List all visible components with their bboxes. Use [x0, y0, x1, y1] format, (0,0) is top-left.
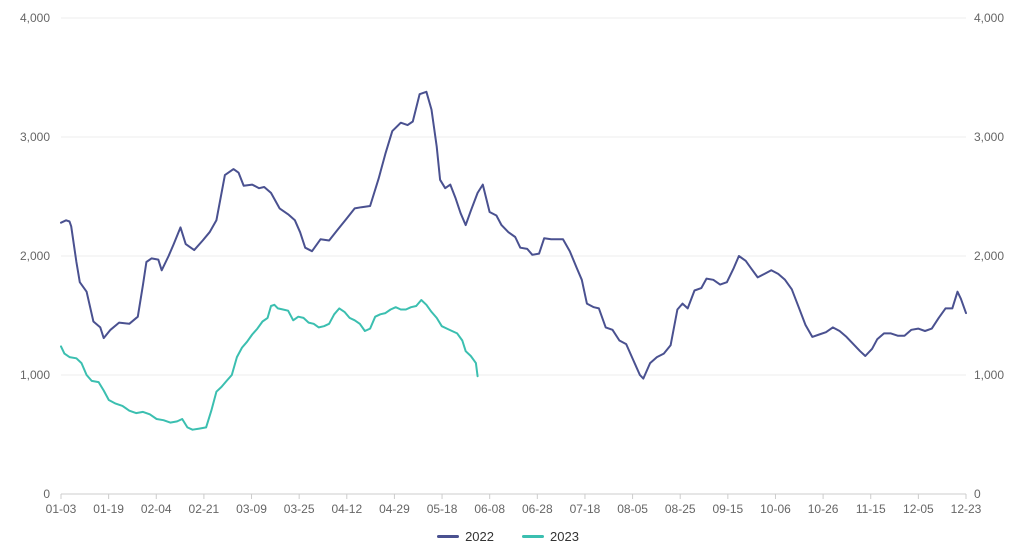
- x-axis: 01-03 01-19 02-04 02-21 03-09 03-25 04-12 04-29…: [46, 494, 982, 516]
- x-tick-label: 05-18: [427, 502, 458, 516]
- legend: 2022 2023: [0, 527, 1016, 545]
- y-axis-left: 0 1,000 2,000 3,000 4,000: [20, 11, 50, 501]
- y-tick-label-right: 1,000: [974, 368, 1004, 382]
- legend-item-2023[interactable]: 2023: [522, 529, 579, 544]
- x-tick-label: 10-06: [760, 502, 791, 516]
- x-tick-label: 07-18: [570, 502, 601, 516]
- x-tick-label: 02-21: [189, 502, 220, 516]
- series-line-2023[interactable]: [60, 299, 479, 431]
- x-tick-label: 09-15: [712, 502, 743, 516]
- legend-item-2022[interactable]: 2022: [437, 529, 494, 544]
- series-layer: [60, 90, 967, 431]
- x-tick-label: 08-25: [665, 502, 696, 516]
- x-tick-label: 12-23: [951, 502, 982, 516]
- y-axis-right: 0 1,000 2,000 3,000 4,000: [974, 11, 1004, 501]
- legend-label-2022: 2022: [465, 528, 494, 544]
- series-line-2022[interactable]: [60, 90, 967, 380]
- x-tick-label: 08-05: [617, 502, 648, 516]
- x-tick-label: 12-05: [903, 502, 934, 516]
- gridlines: [61, 17, 966, 495]
- legend-swatch-2022: [437, 534, 460, 538]
- legend-swatch-2023: [522, 534, 544, 538]
- x-tick-label: 03-25: [284, 502, 315, 516]
- y-tick-label-left: 2,000: [20, 249, 50, 263]
- y-tick-label-left: 3,000: [20, 130, 50, 144]
- y-tick-label-right: 2,000: [974, 249, 1004, 263]
- x-tick-label: 01-03: [46, 502, 77, 516]
- x-tick-label: 02-04: [141, 502, 172, 516]
- x-tick-label: 03-09: [236, 502, 267, 516]
- x-tick-label: 06-08: [474, 502, 505, 516]
- y-tick-label-left: 4,000: [20, 11, 50, 25]
- x-tick-label: 11-15: [856, 502, 886, 516]
- x-tick-label: 04-12: [331, 502, 362, 516]
- x-tick-label: 01-19: [93, 502, 124, 516]
- y-tick-label-left: 0: [43, 487, 50, 501]
- y-tick-label-right: 4,000: [974, 11, 1004, 25]
- x-tick-label: 04-29: [379, 502, 410, 516]
- y-tick-label-right: 0: [974, 487, 981, 501]
- y-tick-label-right: 3,000: [974, 130, 1004, 144]
- x-tick-label: 06-28: [522, 502, 553, 516]
- x-tick-label: 10-26: [808, 502, 839, 516]
- y-tick-label-left: 1,000: [20, 368, 50, 382]
- legend-label-2023: 2023: [550, 528, 579, 544]
